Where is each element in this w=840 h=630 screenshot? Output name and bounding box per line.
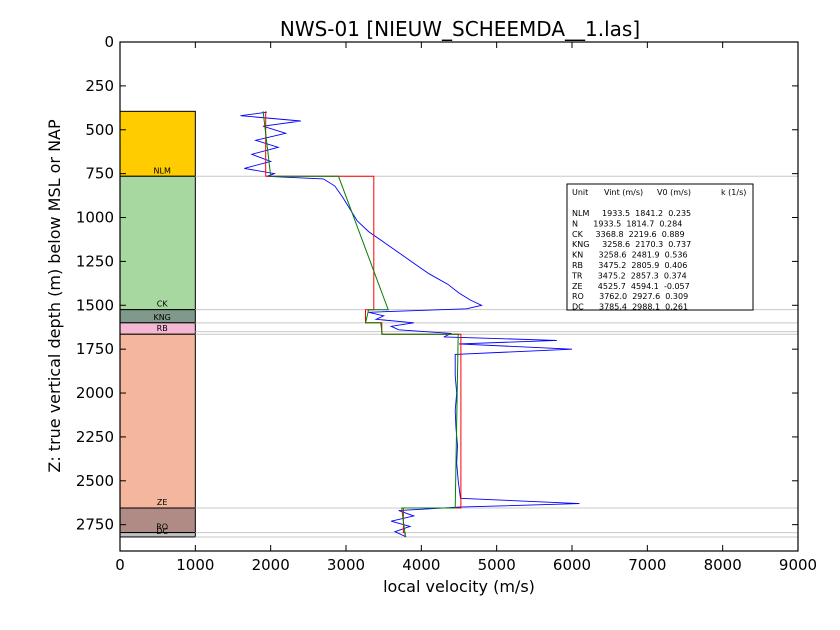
chart-title: NWS-01 [NIEUW_SCHEEMDA__1.las]	[280, 17, 640, 41]
table-row: NLM 1933.5 1841.2 0.235	[572, 209, 691, 218]
y-tick-label: 750	[85, 165, 114, 183]
strat-unit-ze	[119, 333, 196, 509]
x-tick-label: 3000	[327, 556, 365, 574]
table-row: KNG 3258.6 2170.3 0.737	[572, 240, 691, 249]
y-tick-label: 2500	[76, 472, 114, 490]
table-header: V0 (m/s)	[657, 188, 691, 197]
series-line-log	[240, 111, 580, 538]
x-tick-label: 7000	[628, 556, 666, 574]
strat-unit-ck	[119, 175, 196, 311]
series-line-v0-kz	[262, 111, 459, 538]
legend-table: Unit Vint (m/s) V0 (m/s) k (1/s) NLM 1933.5 …	[566, 183, 754, 312]
y-tick-label: 2750	[76, 516, 114, 534]
table-row: RO 3762.0 2927.6 0.309	[572, 292, 688, 301]
table-row: RB 3475.2 2805.9 0.406	[572, 261, 687, 270]
axes-border	[119, 41, 799, 552]
y-axis-label: Z: true vertical depth (m) below MSL or …	[45, 119, 64, 473]
strat-unit-ro	[119, 507, 196, 534]
x-tick-label: 1000	[176, 556, 214, 574]
x-axis-label: local velocity (m/s)	[383, 577, 535, 596]
y-tick-label: 2250	[76, 428, 114, 446]
strat-label: CK	[157, 300, 169, 309]
table-header: Vint (m/s)	[604, 188, 643, 197]
x-tick-label: 9000	[779, 556, 817, 574]
table-header: k (1/s)	[721, 188, 746, 197]
legend-table-box	[566, 183, 754, 311]
x-tick-label: 2000	[252, 556, 290, 574]
legend-table-content: Unit Vint (m/s) V0 (m/s) k (1/s) NLM 1933.5 …	[571, 188, 746, 312]
x-tick-label: 0	[115, 556, 125, 574]
table-row: KN 3258.6 2481.9 0.536	[572, 251, 688, 260]
x-tick-label: 6000	[553, 556, 591, 574]
strat-label: RO	[156, 523, 168, 532]
strat-label: NLM	[154, 166, 171, 175]
strat-label: RB	[157, 324, 168, 333]
table-row: N 1933.5 1814.7 0.284	[572, 219, 682, 228]
table-header: Unit	[572, 188, 588, 197]
y-tick-label: 1000	[76, 209, 114, 227]
y-tick-label: 2000	[76, 384, 114, 402]
table-row: TR 3475.2 2857.3 0.374	[571, 271, 687, 280]
y-tick-label: 0	[104, 33, 114, 51]
series-layer	[240, 111, 580, 538]
strat-label: KNG	[153, 313, 170, 322]
table-row: ZE 4525.7 4594.1 -0.057	[572, 282, 690, 291]
table-row: DC 3785.4 2988.1 0.261	[572, 303, 688, 312]
y-tick-label: 250	[85, 77, 114, 95]
strat-label: ZE	[157, 498, 168, 507]
y-axis: 0 250 500 750 1000 1250 1500 1750 2000 2250 2500 27…	[76, 33, 798, 534]
y-tick-label: 1500	[76, 296, 114, 314]
strat-unit-nlm	[119, 110, 196, 177]
horizon-lines	[195, 175, 798, 538]
x-tick-label: 8000	[704, 556, 742, 574]
x-tick-label: 4000	[402, 556, 440, 574]
y-tick-label: 1250	[76, 252, 114, 270]
x-tick-label: 5000	[478, 556, 516, 574]
strat-label: DC	[156, 527, 168, 536]
table-row: CK 3368.8 2219.6 0.889	[572, 230, 685, 239]
y-tick-label: 1750	[76, 340, 114, 358]
x-axis: 0 1000 2000 3000 4000 5000 6000 7000 8000 9000	[115, 42, 817, 574]
y-tick-label: 500	[85, 121, 114, 139]
